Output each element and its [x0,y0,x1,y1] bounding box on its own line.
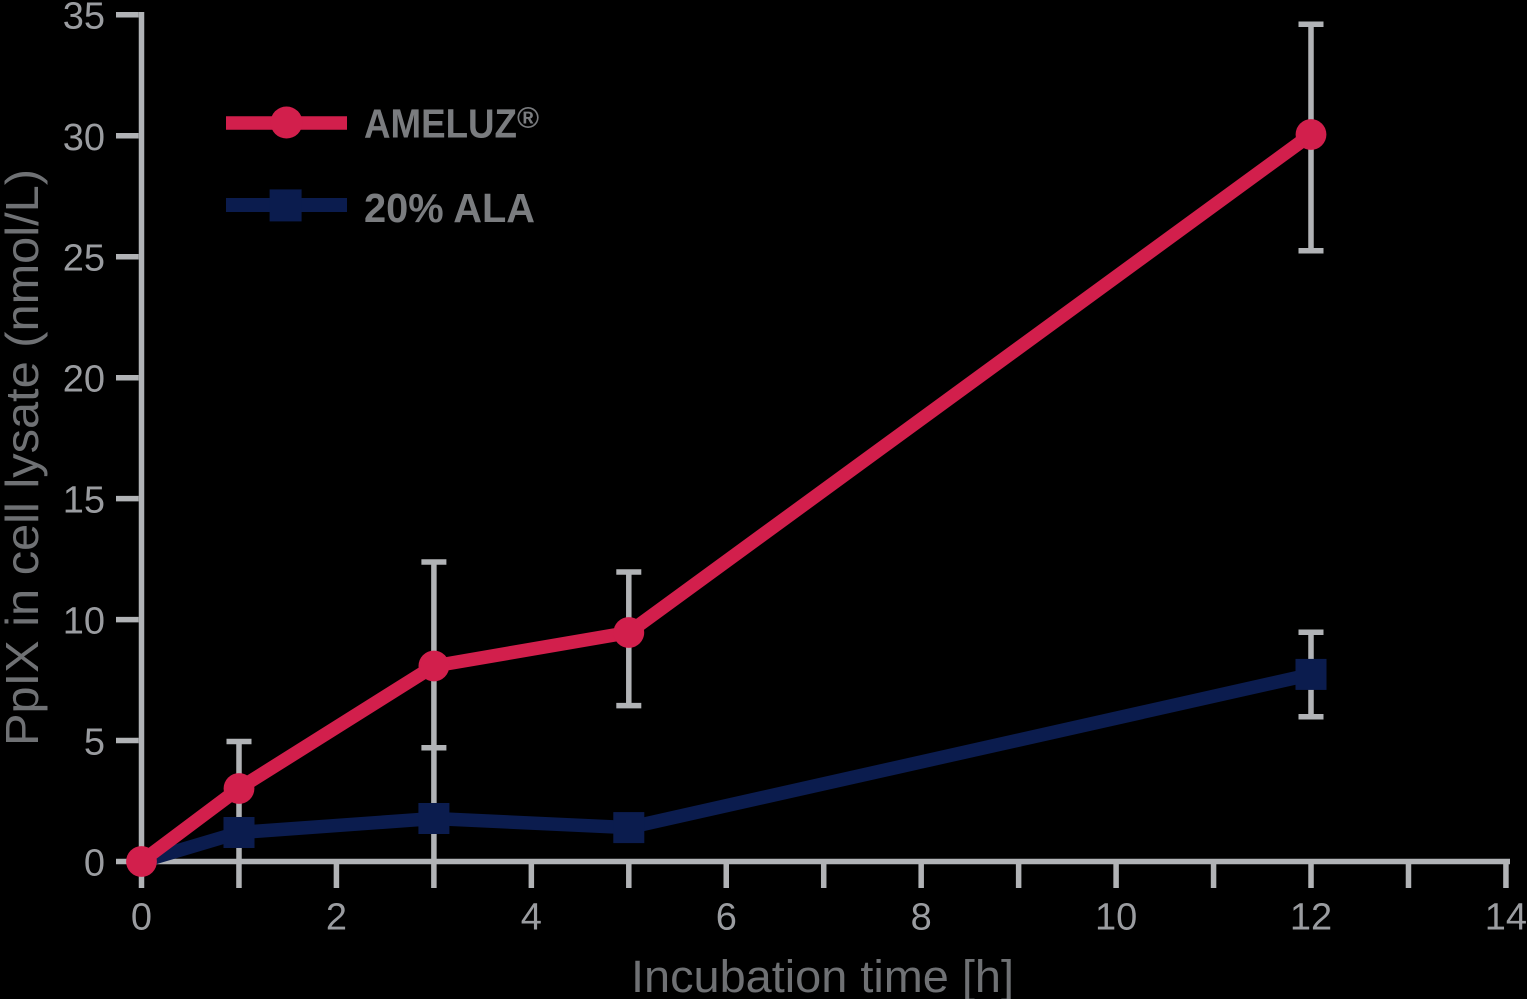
svg-text:12: 12 [1290,897,1332,939]
svg-text:20: 20 [63,359,105,401]
svg-text:AMELUZ: AMELUZ [364,101,517,147]
svg-text:PpIX in cell lysate (nmol/L): PpIX in cell lysate (nmol/L) [0,169,48,746]
svg-text:6: 6 [716,897,737,939]
svg-text:20% ALA: 20% ALA [364,185,535,231]
svg-text:5: 5 [84,722,105,764]
svg-text:0: 0 [131,897,152,939]
svg-text:10: 10 [63,601,105,643]
svg-text:8: 8 [911,897,932,939]
svg-text:25: 25 [63,238,105,280]
svg-text:30: 30 [63,117,105,159]
svg-text:2: 2 [326,897,347,939]
svg-text:15: 15 [63,480,105,522]
svg-text:10: 10 [1095,897,1137,939]
svg-text:14: 14 [1485,897,1527,939]
svg-text:35: 35 [63,0,105,38]
svg-text:4: 4 [521,897,542,939]
svg-text:Incubation time [h]: Incubation time [h] [631,951,1014,999]
svg-text:®: ® [517,102,539,135]
svg-text:0: 0 [84,842,105,884]
